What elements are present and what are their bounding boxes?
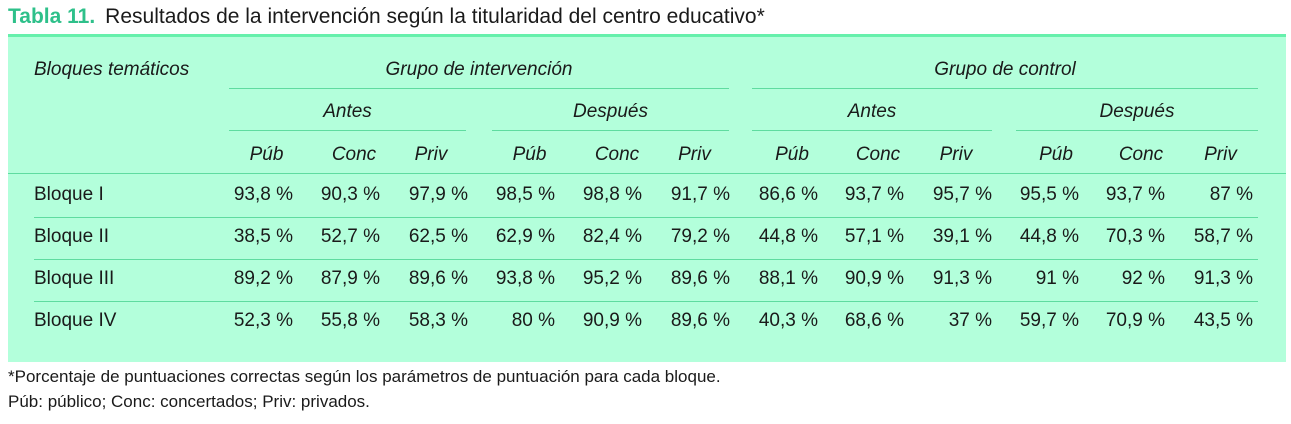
table-cell: 98,8 % (582, 184, 642, 205)
group-header-control: Grupo de control (934, 59, 1076, 80)
table-cell: 87,9 % (320, 268, 380, 289)
period-rule (229, 130, 466, 131)
group-header-intervention: Grupo de intervención (385, 59, 573, 80)
subcolumn-header: Priv (1204, 144, 1237, 165)
period-rule (752, 130, 992, 131)
table-cell: 59,7 % (1019, 310, 1079, 331)
subcolumn-header: Púb (249, 144, 284, 165)
period-rule (492, 130, 729, 131)
subcolumn-header: Conc (855, 144, 901, 165)
table-cell: 89,6 % (670, 310, 730, 331)
table-cell: 93,8 % (495, 268, 555, 289)
table-cell: 90,9 % (844, 268, 904, 289)
footnote-abbreviations: Púb: público; Conc: concertados; Priv: p… (8, 392, 370, 411)
row-label: Bloque III (34, 268, 115, 289)
table-cell: 40,3 % (758, 310, 818, 331)
table-cell: 62,5 % (408, 226, 468, 247)
period-header: Después (1099, 101, 1175, 122)
subcolumn-header: Púb (775, 144, 809, 165)
table-cell: 91,3 % (1193, 268, 1253, 289)
stub-header: Bloques temáticos (34, 59, 190, 80)
table-cell: 70,9 % (1105, 310, 1165, 331)
period-rule (1016, 130, 1258, 131)
table-cell: 38,5 % (233, 226, 293, 247)
table-cell: 68,6 % (844, 310, 904, 331)
row-label: Bloque II (34, 226, 109, 247)
table-cell: 58,7 % (1193, 226, 1253, 247)
table-cell: 95,7 % (932, 184, 992, 205)
table-title: Resultados de la intervención según la t… (105, 5, 765, 28)
row-label: Bloque I (34, 184, 104, 205)
table-cell: 93,7 % (1105, 184, 1165, 205)
table-cell: 91 % (1035, 268, 1079, 289)
group-rule-control (752, 88, 1258, 89)
table-cell: 89,2 % (233, 268, 293, 289)
subcolumn-header: Púb (512, 144, 547, 165)
table-cell: 57,1 % (844, 226, 904, 247)
table-cell: 82,4 % (582, 226, 642, 247)
table-cell: 93,7 % (844, 184, 904, 205)
row-rule (34, 259, 1258, 260)
table-cell: 52,3 % (233, 310, 293, 331)
subcolumn-header: Púb (1039, 144, 1073, 165)
table-cell: 86,6 % (758, 184, 818, 205)
data-table: Bloques temáticos Grupo de intervención … (8, 34, 1286, 362)
row-rule (34, 301, 1258, 302)
table-cell: 58,3 % (408, 310, 468, 331)
table-cell: 97,9 % (408, 184, 468, 205)
table-cell: 91,7 % (670, 184, 730, 205)
table-cell: 92 % (1121, 268, 1165, 289)
subcolumn-header: Priv (678, 144, 711, 165)
table-cell: 43,5 % (1193, 310, 1253, 331)
table-cell: 37 % (948, 310, 992, 331)
table-cell: 95,5 % (1019, 184, 1079, 205)
period-header: Después (573, 101, 648, 122)
table-cell: 39,1 % (932, 226, 992, 247)
subcolumn-header: Priv (939, 144, 973, 165)
table-cell: 90,9 % (582, 310, 642, 331)
row-rule (34, 217, 1258, 218)
table-cell: 95,2 % (582, 268, 642, 289)
group-rule-intervention (229, 88, 729, 89)
table-cell: 93,8 % (233, 184, 293, 205)
table-cell: 55,8 % (320, 310, 380, 331)
table-number: Tabla 11. (8, 5, 96, 28)
footnote: *Porcentaje de puntuaciones correctas se… (8, 367, 721, 386)
table-cell: 44,8 % (758, 226, 818, 247)
period-header: Antes (323, 101, 372, 122)
subcolumn-header: Conc (594, 144, 640, 165)
table-cell: 62,9 % (495, 226, 555, 247)
table-caption: Tabla 11. Resultados de la intervención s… (8, 2, 765, 32)
period-header: Antes (847, 101, 897, 122)
table-cell: 88,1 % (758, 268, 818, 289)
subcolumn-header: Conc (331, 144, 377, 165)
header-rule (8, 173, 1286, 174)
subcolumn-header: Priv (414, 144, 448, 165)
table-cell: 87 % (1209, 184, 1253, 205)
table-cell: 98,5 % (495, 184, 555, 205)
table-cell: 90,3 % (320, 184, 380, 205)
table-cell: 70,3 % (1105, 226, 1165, 247)
table-cell: 44,8 % (1019, 226, 1079, 247)
table-cell: 91,3 % (932, 268, 992, 289)
table-cell: 89,6 % (670, 268, 730, 289)
table-cell: 80 % (511, 310, 555, 331)
table-cell: 89,6 % (408, 268, 468, 289)
row-label: Bloque IV (34, 310, 117, 331)
subcolumn-header: Conc (1118, 144, 1164, 165)
table-cell: 52,7 % (320, 226, 380, 247)
table-cell: 79,2 % (670, 226, 730, 247)
